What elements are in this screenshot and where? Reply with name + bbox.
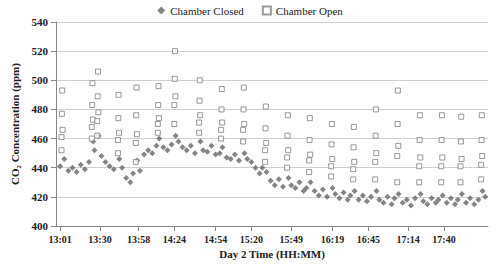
svg-text:460: 460: [32, 133, 49, 145]
svg-text:400: 400: [32, 220, 49, 232]
svg-text:15:49: 15:49: [280, 234, 303, 245]
svg-text:440: 440: [32, 162, 49, 174]
svg-text:13:30: 13:30: [88, 234, 111, 245]
svg-text:17:40: 17:40: [432, 234, 455, 245]
svg-text:520: 520: [32, 45, 49, 57]
svg-text:Chamber Closed: Chamber Closed: [170, 5, 244, 17]
svg-text:17:14: 17:14: [397, 234, 420, 245]
svg-text:CO₂ Concentration (ppm): CO₂ Concentration (ppm): [9, 63, 22, 185]
svg-text:540: 540: [32, 16, 49, 28]
svg-text:480: 480: [32, 103, 49, 115]
svg-text:13:58: 13:58: [127, 234, 150, 245]
svg-text:15:20: 15:20: [240, 234, 263, 245]
svg-text:420: 420: [32, 191, 49, 203]
svg-text:16:45: 16:45: [357, 234, 380, 245]
svg-text:500: 500: [32, 74, 49, 86]
svg-text:16:19: 16:19: [321, 234, 344, 245]
svg-text:Day 2 Time (HH:MM): Day 2 Time (HH:MM): [219, 248, 325, 261]
svg-text:14:54: 14:54: [204, 234, 227, 245]
svg-text:14:24: 14:24: [163, 234, 186, 245]
svg-text:Chamber Open: Chamber Open: [276, 5, 343, 17]
svg-text:13:01: 13:01: [48, 234, 71, 245]
